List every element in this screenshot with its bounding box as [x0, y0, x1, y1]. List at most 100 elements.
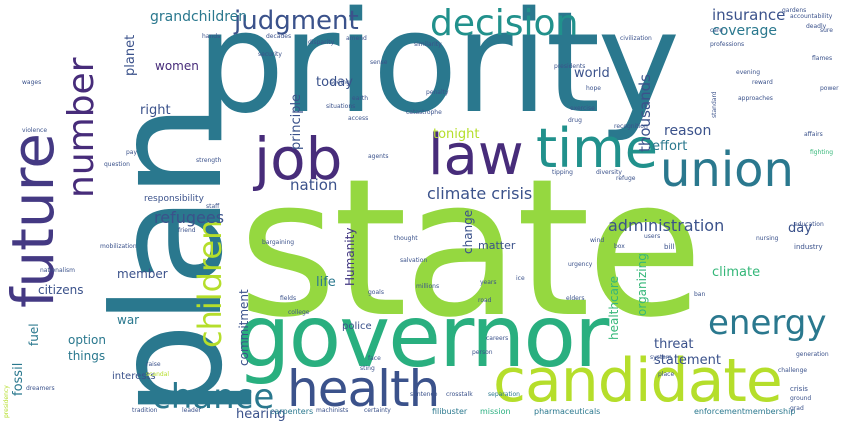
word-reward: reward: [752, 79, 773, 86]
word-children: children: [191, 219, 229, 348]
word-fossil: fossil: [11, 362, 26, 396]
word-presidency: presidency: [3, 385, 10, 418]
word-flames: flames: [812, 55, 833, 62]
word-women: women: [155, 59, 199, 73]
word-standard: standard: [711, 91, 718, 118]
word-disparity: disparity: [308, 39, 335, 46]
word-life: life: [316, 275, 336, 290]
word-industry: industry: [794, 243, 823, 251]
word-crosstalk: crosstalk: [446, 391, 473, 398]
word-organizing: organizing: [635, 253, 649, 316]
word-hearing: hearing: [236, 407, 286, 422]
word-filibuster: filibuster: [432, 407, 468, 416]
word-recognition: recognition: [614, 123, 648, 130]
word-matter: matter: [478, 239, 516, 252]
word-mobilization: mobilization: [100, 243, 137, 250]
word-administration: administration: [608, 216, 725, 235]
word-effort: effort: [652, 139, 688, 154]
word-leader: leader: [182, 407, 202, 414]
word-affairs: affairs: [804, 131, 823, 138]
word-diversity: diversity: [596, 169, 622, 176]
word-principle: principle: [289, 93, 304, 150]
word-bargaining: bargaining: [262, 239, 295, 246]
word-raise: raise: [146, 361, 161, 368]
word-salvation: salvation: [400, 257, 428, 264]
word-dreamers: dreamers: [26, 385, 55, 392]
word-years: years: [480, 279, 497, 286]
word-world: world: [574, 66, 610, 81]
word-drug: drug: [568, 117, 582, 124]
word-refugees: refugees: [154, 208, 225, 227]
word-coverage: coverage: [712, 23, 777, 39]
word-police: police: [342, 321, 372, 332]
word-situations: situations: [326, 103, 356, 110]
word-penalty: penalty: [426, 89, 449, 96]
word-hands: hands: [202, 33, 221, 40]
word-question: question: [104, 161, 130, 168]
word-number: number: [61, 57, 102, 198]
word-health: health: [287, 360, 440, 418]
word-education: education: [794, 221, 824, 228]
word-exercise: exercise: [570, 105, 595, 112]
word-today: today: [316, 75, 353, 90]
word-system: system: [650, 354, 672, 361]
word-enforcementmembership: enforcementmembership: [694, 407, 796, 416]
word-gardens: gardens: [782, 7, 807, 14]
word-security: security: [258, 51, 282, 58]
word-ground: ground: [790, 395, 812, 402]
word-nation: nation: [290, 176, 338, 194]
word-candidate: candidate: [493, 346, 783, 416]
word-civilization: civilization: [620, 35, 652, 42]
word-nursing: nursing: [756, 235, 779, 242]
word-crisis: crisis: [790, 385, 808, 393]
word-ice: ice: [516, 275, 525, 282]
word-staff: staff: [206, 203, 220, 210]
word-evening: evening: [736, 69, 761, 76]
word-agents: agents: [368, 153, 389, 160]
word-similarity: similarity: [414, 41, 442, 48]
word-member: member: [117, 267, 168, 281]
word-decision: decision: [430, 3, 579, 44]
word-insurance: insurance: [712, 6, 786, 24]
word-threat: threat: [654, 337, 694, 352]
word-law: law: [428, 123, 524, 188]
word-sure: sure: [820, 27, 833, 34]
word-things: things: [68, 349, 106, 363]
word-fighting: fighting: [810, 149, 834, 156]
word-certainty: certainty: [364, 407, 391, 414]
word-fields: fields: [280, 295, 297, 302]
word-right: right: [140, 103, 171, 118]
word-priority: priority: [196, 0, 680, 145]
word-careers: careers: [486, 335, 509, 342]
word-future: future: [0, 133, 67, 308]
word-decades: decades: [266, 33, 292, 40]
word-carpenters: carpenters: [270, 407, 314, 416]
word-machinists: machinists: [316, 407, 349, 414]
word-thousands: thousands: [636, 74, 654, 152]
word-college: college: [288, 309, 310, 316]
word-presidents: presidents: [554, 63, 586, 70]
word-accountability: accountability: [790, 13, 833, 20]
word-interests: interests: [112, 371, 156, 382]
word-grad: grad: [790, 405, 804, 412]
word-tipping: tipping: [552, 169, 573, 176]
word-day: day: [788, 221, 812, 236]
word-hope: hope: [586, 85, 601, 92]
word-nationalism: nationalism: [40, 267, 75, 274]
word-thought: thought: [394, 235, 418, 242]
word-war: war: [117, 313, 140, 327]
word-change: change: [461, 209, 475, 254]
word-energy: energy: [708, 303, 827, 343]
word-state: state: [238, 138, 703, 359]
word-responsibility: responsibility: [144, 194, 204, 204]
word-ban: ban: [694, 291, 706, 298]
word-access: access: [348, 115, 369, 122]
word-bill-right: bill: [664, 243, 675, 251]
word-governor: governor: [236, 287, 609, 387]
word-humanity: Humanity: [343, 227, 357, 286]
word-elders: elders: [566, 295, 585, 302]
word-road: road: [478, 297, 492, 304]
word-reason: reason: [664, 123, 712, 139]
word-planet: planet: [123, 34, 138, 76]
